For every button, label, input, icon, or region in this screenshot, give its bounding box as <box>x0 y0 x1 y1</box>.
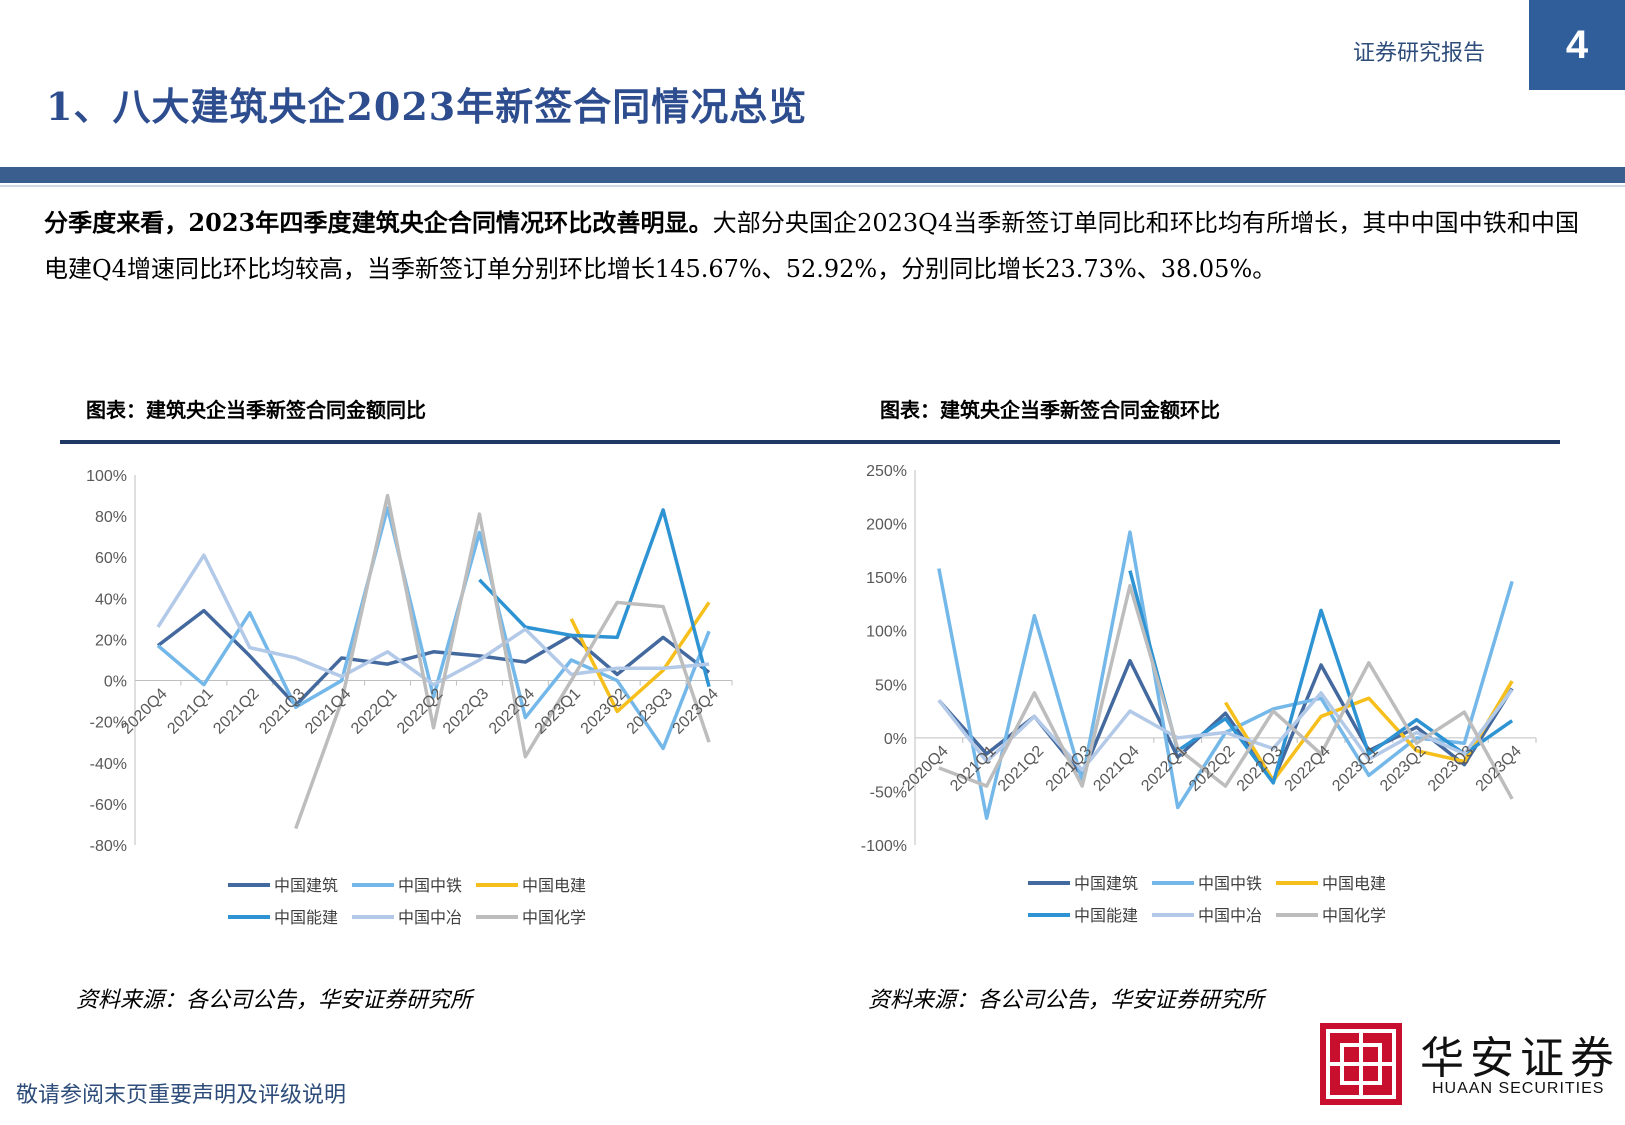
legend-label: 中国能建 <box>274 909 338 927</box>
summary-paragraph: 分季度来看，2023年四季度建筑央企合同情况环比改善明显。大部分央国企2023Q… <box>44 200 1579 292</box>
legend-label: 中国建筑 <box>274 877 338 895</box>
y-tick-label: -50% <box>870 784 907 801</box>
x-tick-label: 2022Q4 <box>1282 743 1334 795</box>
y-tick-label: 50% <box>875 677 907 694</box>
series-line-中国化学 <box>938 583 1514 800</box>
legend-label: 中国电建 <box>522 877 586 895</box>
y-tick-label: -100% <box>861 838 907 855</box>
y-tick-label: 60% <box>95 550 127 567</box>
legend-label: 中国中铁 <box>1198 875 1262 893</box>
x-tick-label: 2022Q3 <box>440 685 492 737</box>
series-line-中国建筑 <box>156 608 711 707</box>
legend-label: 中国能建 <box>1074 907 1138 925</box>
legend-label: 中国中冶 <box>398 909 462 927</box>
logo-english-name: HUAAN SECURITIES <box>1432 1080 1605 1097</box>
y-tick-label: 150% <box>866 570 907 587</box>
page-number: 4 <box>1529 0 1625 90</box>
x-tick-label: 2022Q1 <box>348 685 400 737</box>
huaan-logo-icon <box>1320 1023 1402 1105</box>
summary-bold: 分季度来看，2023年四季度建筑央企合同情况环比改善明显。 <box>44 208 713 237</box>
y-tick-label: -80% <box>90 838 127 855</box>
series-line-中国中铁 <box>156 506 711 751</box>
chart-2-source: 资料来源：各公司公告，华安证券研究所 <box>868 988 1265 1013</box>
series-line-中国化学 <box>294 493 711 830</box>
x-tick-label: 2023Q3 <box>1425 743 1477 795</box>
chart-2-heading: 图表：建筑央企当季新签合同金额环比 <box>880 398 1220 422</box>
legend-label: 中国化学 <box>1322 907 1386 925</box>
x-tick-label: 2023Q1 <box>1329 743 1381 795</box>
y-tick-label: -60% <box>90 797 127 814</box>
chart-heading-rule <box>60 440 1560 444</box>
series-line-中国能建 <box>1128 570 1514 785</box>
summary-text: 大部分央国企2023Q4当季新签订单同比和环比均有所增长，其中中国中铁和中国电建… <box>44 209 1579 283</box>
x-tick-label: 2022Q1 <box>1138 743 1190 795</box>
y-tick-label: -20% <box>90 715 127 732</box>
x-tick-label: 2021Q4 <box>302 685 354 737</box>
footer-disclaimer: 敬请参阅末页重要声明及评级说明 <box>16 1083 347 1108</box>
qoq-line-chart: 250%200%150%100%50%0%-50%-100%2020Q42021… <box>861 463 1537 925</box>
header-band <box>0 167 1625 183</box>
report-type-label: 证券研究报告 <box>1352 41 1485 66</box>
y-tick-label: 20% <box>95 632 127 649</box>
page-title: 1、八大建筑央企2023年新签合同情况总览 <box>46 84 808 129</box>
series-line-中国电建 <box>569 601 711 714</box>
series-line-中国中冶 <box>937 688 1514 772</box>
series-line-中国能建 <box>478 508 711 688</box>
logo-chinese-name: 华安证券 <box>1420 1033 1620 1084</box>
x-tick-label: 2021Q2 <box>210 685 262 737</box>
x-tick-label: 2021Q1 <box>164 685 216 737</box>
y-tick-label: 0% <box>104 674 127 691</box>
y-tick-label: -40% <box>90 756 127 773</box>
y-tick-label: 200% <box>866 517 907 534</box>
y-tick-label: 100% <box>866 624 907 641</box>
y-tick-label: 80% <box>95 509 127 526</box>
header-band-line <box>0 185 1625 187</box>
y-tick-label: 100% <box>86 468 127 485</box>
legend-label: 中国中冶 <box>1198 907 1262 925</box>
y-tick-label: 0% <box>884 731 907 748</box>
chart-1-source: 资料来源：各公司公告，华安证券研究所 <box>76 988 473 1013</box>
chart-1-heading: 图表：建筑央企当季新签合同金额同比 <box>86 398 426 422</box>
x-tick-label: 2020Q4 <box>119 685 171 737</box>
x-tick-label: 2023Q4 <box>1473 743 1525 795</box>
x-tick-label: 2023Q1 <box>532 685 584 737</box>
series-line-中国中冶 <box>156 553 710 687</box>
legend-label: 中国电建 <box>1322 875 1386 893</box>
legend-label: 中国中铁 <box>398 877 462 895</box>
y-tick-label: 250% <box>866 463 907 480</box>
yoy-line-chart: 100% 80% 60% 40% 20% 0% -20% -40% -60% -80% 2020Q4… <box>86 468 733 927</box>
x-tick-label: 2023Q2 <box>578 685 630 737</box>
y-tick-label: 40% <box>95 591 127 608</box>
legend-label: 中国化学 <box>522 909 586 927</box>
legend-label: 中国建筑 <box>1074 875 1138 893</box>
